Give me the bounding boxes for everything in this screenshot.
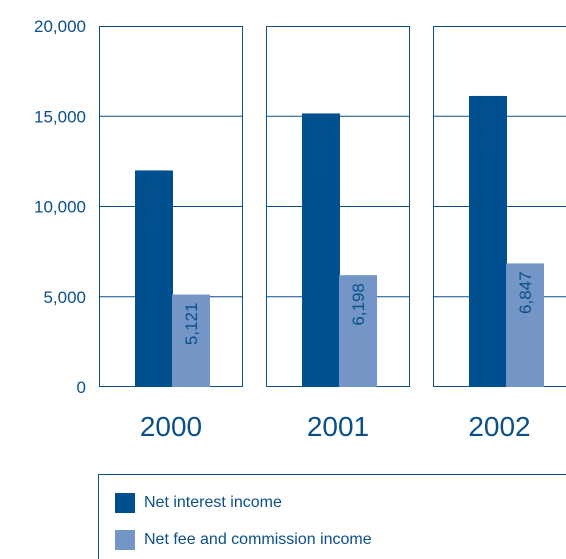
y-tick-label: 10,000 — [34, 198, 86, 217]
category-label-2002: 2002 — [468, 411, 530, 442]
legend-swatch-net-fee-and-commission-income — [115, 530, 135, 550]
bar-value-label-net-interest-income-2001: 15,156 — [312, 121, 331, 173]
legend-label-net-interest-income: Net interest income — [144, 494, 282, 511]
y-tick-label: 15,000 — [34, 107, 86, 126]
bar-value-label-net-fee-commission-income-2002: 6,847 — [516, 271, 535, 314]
bar-value-label-net-interest-income-2000: 11,998 — [145, 178, 164, 229]
bar-net-interest-income-2000 — [135, 170, 173, 387]
legend-item-net-fee-and-commission-income: Net fee and commission income — [115, 530, 372, 550]
bar-value-label-net-fee-commission-income-2000: 5,121 — [182, 303, 201, 346]
legend-label-net-fee-and-commission-income: Net fee and commission income — [144, 531, 372, 548]
legend-swatch-net-interest-income — [115, 493, 135, 513]
y-tick-label: 20,000 — [34, 17, 86, 36]
bar-net-fee-commission-income-2000 — [172, 294, 210, 387]
legend: Net interest income Net fee and commissi… — [98, 474, 566, 559]
legend-item-net-interest-income: Net interest income — [115, 493, 282, 513]
bar-net-fee-commission-income-2001 — [339, 275, 377, 387]
category-label-2001: 2001 — [307, 411, 369, 442]
bar-value-label-net-interest-income-2002: 16,125 — [479, 104, 498, 156]
y-tick-label: 0 — [77, 378, 86, 397]
bar-value-label-net-fee-commission-income-2001: 6,198 — [349, 283, 368, 326]
bar-net-interest-income-2002 — [469, 95, 507, 387]
bar-net-fee-commission-income-2002 — [506, 263, 544, 387]
category-label-2000: 2000 — [140, 411, 202, 442]
bar-chart: 0 5,000 10,000 15,000 20,000 11,998 5,121 2000 1… — [34, 17, 566, 442]
bar-net-interest-income-2001 — [302, 113, 340, 387]
y-tick-label: 5,000 — [43, 288, 86, 307]
